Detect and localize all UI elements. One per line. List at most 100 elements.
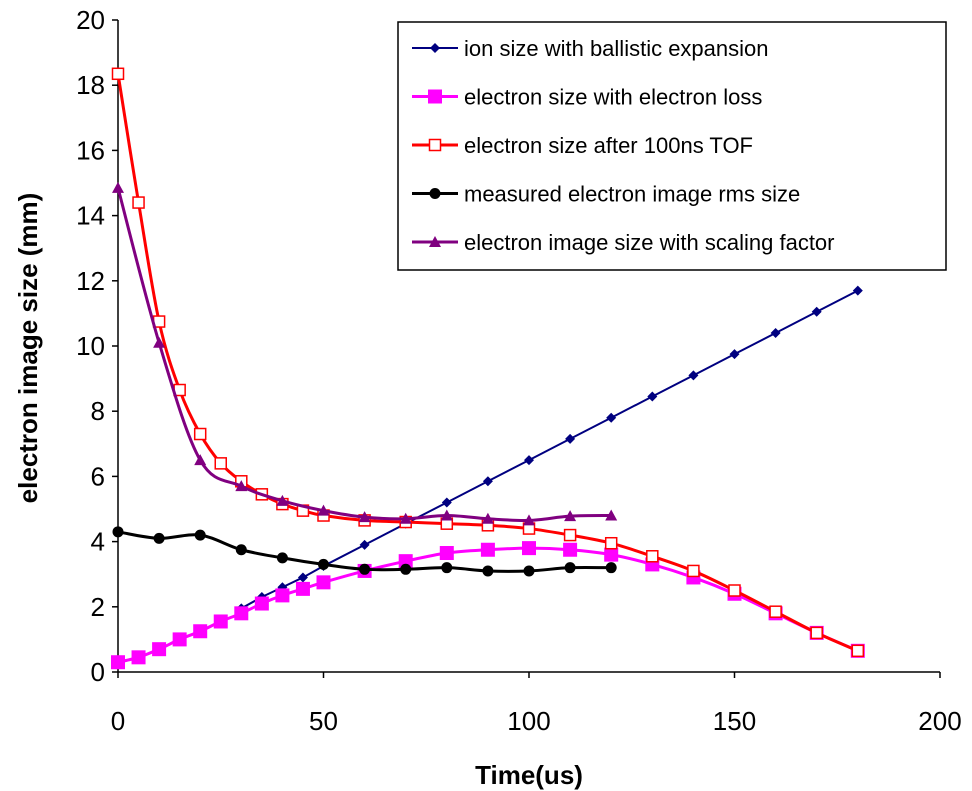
data-point [728, 584, 741, 597]
legend-swatch-marker [430, 43, 440, 53]
data-point [275, 588, 290, 603]
data-point [112, 181, 124, 193]
y-tick-label: 8 [91, 396, 105, 426]
x-tick-label: 200 [918, 706, 961, 736]
data-point [194, 454, 207, 466]
x-axis-label: Time(us) [475, 760, 583, 790]
legend-swatch-marker [429, 188, 441, 199]
data-point [564, 562, 576, 574]
data-point [359, 539, 370, 550]
series-line [240, 289, 859, 610]
data-point [153, 336, 166, 348]
y-tick-label: 0 [91, 657, 105, 687]
data-point [214, 457, 227, 470]
x-tick-label: 50 [309, 706, 338, 736]
data-point [440, 509, 453, 521]
data-point [131, 650, 146, 665]
data-point [522, 541, 536, 556]
data-point [605, 562, 617, 574]
legend-swatch-marker [428, 138, 442, 152]
legend-swatch-marker [428, 89, 442, 104]
data-point [297, 572, 308, 583]
data-point [482, 565, 494, 577]
data-point [605, 509, 618, 521]
data-point [276, 552, 288, 564]
data-point [359, 563, 371, 575]
data-point [399, 512, 412, 524]
data-point [646, 550, 659, 563]
legend-item: electron image size with scaling factor [412, 230, 835, 255]
legend-item: electron size with electron loss [412, 85, 762, 110]
data-point [400, 563, 412, 575]
data-point [254, 596, 269, 611]
y-tick-label: 16 [76, 135, 105, 165]
legend-item: electron size after 100ns TOF [412, 133, 753, 158]
data-point [604, 547, 619, 562]
y-tick-label: 10 [76, 331, 105, 361]
data-point [235, 544, 247, 556]
y-axis-label: electron image size (mm) [13, 193, 43, 504]
data-point [647, 391, 658, 402]
legend-label: ion size with ballistic expansion [464, 36, 769, 61]
data-point [194, 529, 206, 541]
y-tick-label: 2 [91, 592, 105, 622]
y-tick-label: 20 [76, 5, 105, 35]
data-point [565, 433, 576, 444]
data-point [482, 476, 493, 487]
y-tick-label: 14 [76, 201, 105, 231]
data-point [688, 370, 699, 381]
data-point [564, 510, 577, 522]
y-tick-label: 12 [76, 266, 105, 296]
data-point [317, 504, 330, 516]
y-tick-label: 4 [91, 527, 105, 557]
data-point [153, 532, 165, 544]
x-tick-label: 150 [713, 706, 756, 736]
data-point [111, 67, 125, 81]
data-point [439, 546, 454, 561]
data-point [132, 196, 145, 209]
data-point [524, 455, 534, 466]
data-point [480, 542, 495, 557]
data-point [523, 514, 535, 526]
data-point [852, 285, 863, 296]
data-point [563, 542, 578, 557]
series-line [117, 546, 859, 664]
data-point [276, 494, 289, 506]
x-tick-label: 0 [111, 706, 125, 736]
data-point [441, 497, 452, 508]
data-point [851, 644, 865, 658]
legend-label: electron size after 100ns TOF [464, 133, 753, 158]
data-point [318, 558, 329, 570]
data-point [563, 528, 577, 542]
series-3 [112, 526, 617, 577]
legend-label: electron image size with scaling factor [464, 230, 835, 255]
data-point [152, 642, 167, 657]
y-tick-label: 18 [76, 70, 105, 100]
series-1 [111, 541, 865, 670]
data-point [769, 605, 782, 618]
data-point [235, 480, 248, 492]
x-tick-label: 100 [507, 706, 550, 736]
series-layer [111, 67, 865, 670]
data-point [481, 512, 494, 524]
data-point [111, 655, 125, 670]
data-point [358, 511, 371, 523]
data-point [112, 526, 124, 538]
legend: ion size with ballistic expansion electro… [397, 21, 947, 271]
data-point [687, 564, 700, 578]
data-point [523, 565, 535, 577]
data-point [606, 412, 617, 423]
legend-box [397, 21, 947, 271]
data-point [810, 626, 823, 640]
data-point [193, 624, 208, 639]
data-point [295, 581, 310, 596]
legend-label: measured electron image rms size [464, 182, 800, 207]
data-point [604, 536, 618, 550]
series-4 [112, 181, 618, 526]
data-point [234, 606, 249, 621]
data-point [398, 554, 413, 569]
data-point [811, 306, 822, 317]
legend-swatch-marker [429, 236, 441, 247]
